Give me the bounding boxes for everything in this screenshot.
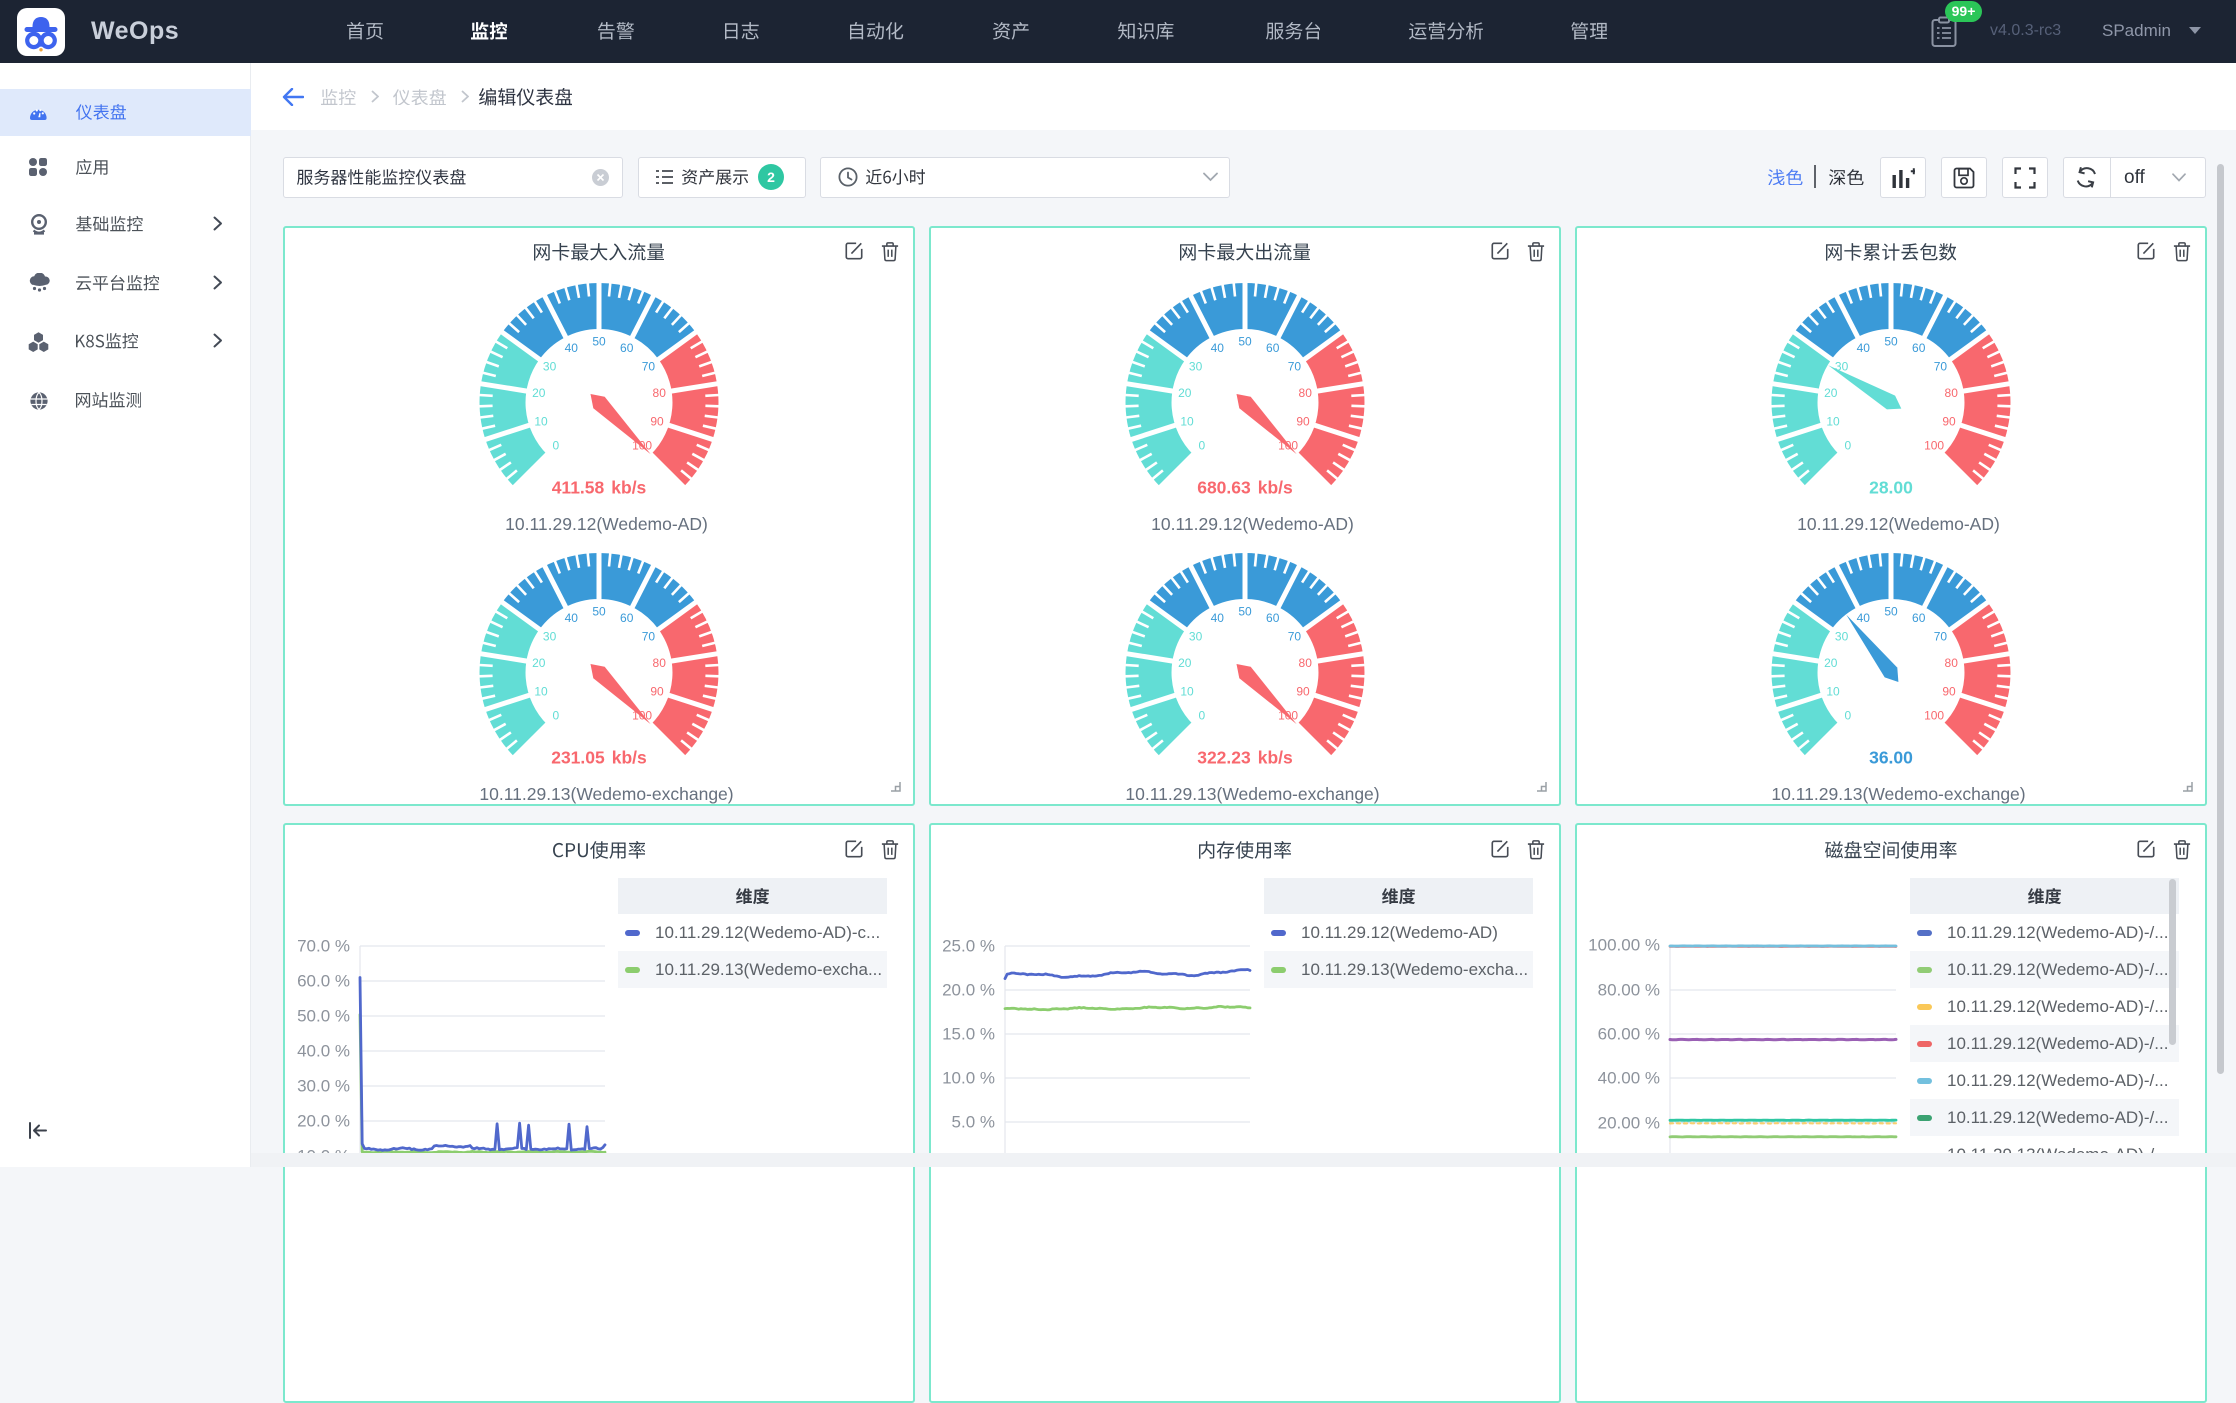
svg-text:50: 50 (592, 605, 606, 619)
svg-text:10.11.29.12(Wedemo-AD): 10.11.29.12(Wedemo-AD) (505, 514, 708, 534)
svg-text:90: 90 (650, 414, 664, 428)
svg-text:70.0 %: 70.0 % (297, 937, 350, 956)
svg-text:40: 40 (1211, 611, 1225, 625)
svg-text:80: 80 (1945, 386, 1959, 400)
svg-text:100: 100 (1924, 439, 1944, 453)
svg-text:90: 90 (1942, 414, 1956, 428)
svg-text:0: 0 (1845, 439, 1852, 453)
svg-text:10: 10 (1180, 684, 1194, 698)
svg-text:90: 90 (1296, 414, 1310, 428)
svg-text:30.0 %: 30.0 % (297, 1077, 350, 1096)
svg-text:50: 50 (1238, 335, 1252, 349)
svg-text:0: 0 (1845, 709, 1852, 723)
svg-text:30: 30 (1835, 630, 1849, 644)
svg-text:10: 10 (1180, 414, 1194, 428)
svg-text:20: 20 (1178, 386, 1192, 400)
svg-text:10: 10 (534, 414, 548, 428)
svg-text:5.0 %: 5.0 % (952, 1113, 995, 1132)
svg-text:70: 70 (642, 630, 656, 644)
svg-text:20: 20 (1178, 656, 1192, 670)
svg-text:40: 40 (565, 611, 579, 625)
svg-text:30: 30 (543, 630, 557, 644)
svg-text:10: 10 (1826, 684, 1840, 698)
svg-text:70: 70 (1934, 630, 1948, 644)
svg-text:10.11.29.13(Wedemo-exchange): 10.11.29.13(Wedemo-exchange) (479, 784, 733, 804)
svg-text:60: 60 (1266, 341, 1280, 355)
svg-text:90: 90 (1942, 684, 1956, 698)
svg-text:90: 90 (650, 684, 664, 698)
svg-text:80: 80 (653, 656, 667, 670)
svg-text:30: 30 (1189, 630, 1203, 644)
svg-text:0: 0 (553, 709, 560, 723)
svg-text:30: 30 (543, 360, 557, 374)
svg-text:100.00 %: 100.00 % (1588, 936, 1660, 955)
svg-text:20: 20 (1824, 656, 1838, 670)
svg-text:80: 80 (1945, 656, 1959, 670)
svg-text:60: 60 (620, 611, 634, 625)
svg-text:28.00: 28.00 (1869, 478, 1913, 498)
svg-text:50.0 %: 50.0 % (297, 1007, 350, 1026)
svg-text:0: 0 (1199, 709, 1206, 723)
svg-text:322.23 kb/s: 322.23 kb/s (1197, 748, 1293, 768)
svg-text:20: 20 (532, 656, 546, 670)
svg-text:40: 40 (1857, 611, 1871, 625)
svg-text:40: 40 (1857, 341, 1871, 355)
svg-text:20: 20 (532, 386, 546, 400)
svg-text:10: 10 (534, 684, 548, 698)
svg-text:20.0 %: 20.0 % (297, 1112, 350, 1131)
svg-text:680.63 kb/s: 680.63 kb/s (1197, 478, 1293, 498)
svg-text:50: 50 (592, 335, 606, 349)
svg-text:70: 70 (642, 360, 656, 374)
svg-text:70: 70 (1288, 630, 1302, 644)
svg-text:60: 60 (1912, 611, 1926, 625)
svg-text:15.0 %: 15.0 % (942, 1025, 995, 1044)
svg-text:60: 60 (620, 341, 634, 355)
svg-text:10.11.29.13(Wedemo-exchange): 10.11.29.13(Wedemo-exchange) (1771, 784, 2025, 804)
svg-text:30: 30 (1189, 360, 1203, 374)
svg-text:10: 10 (1826, 414, 1840, 428)
svg-text:60: 60 (1912, 341, 1926, 355)
svg-text:50: 50 (1884, 335, 1898, 349)
svg-text:0: 0 (1199, 439, 1206, 453)
svg-text:231.05 kb/s: 231.05 kb/s (551, 748, 647, 768)
svg-text:10.11.29.12(Wedemo-AD): 10.11.29.12(Wedemo-AD) (1797, 514, 2000, 534)
svg-text:20.00 %: 20.00 % (1598, 1114, 1660, 1133)
svg-text:20.0 %: 20.0 % (942, 981, 995, 1000)
svg-text:0: 0 (553, 439, 560, 453)
svg-text:40.00 %: 40.00 % (1598, 1069, 1660, 1088)
svg-text:20: 20 (1824, 386, 1838, 400)
svg-text:60: 60 (1266, 611, 1280, 625)
svg-text:10.11.29.13(Wedemo-exchange): 10.11.29.13(Wedemo-exchange) (1125, 784, 1379, 804)
svg-text:10.0 %: 10.0 % (942, 1069, 995, 1088)
svg-text:80.00 %: 80.00 % (1598, 981, 1660, 1000)
svg-text:40: 40 (565, 341, 579, 355)
svg-text:40.0 %: 40.0 % (297, 1042, 350, 1061)
svg-text:50: 50 (1238, 605, 1252, 619)
svg-text:100: 100 (1924, 709, 1944, 723)
svg-text:90: 90 (1296, 684, 1310, 698)
svg-text:50: 50 (1884, 605, 1898, 619)
svg-text:70: 70 (1934, 360, 1948, 374)
svg-text:40: 40 (1211, 341, 1225, 355)
svg-text:60.0 %: 60.0 % (297, 972, 350, 991)
svg-text:80: 80 (1299, 656, 1313, 670)
svg-text:80: 80 (653, 386, 667, 400)
svg-text:10.11.29.12(Wedemo-AD): 10.11.29.12(Wedemo-AD) (1151, 514, 1354, 534)
svg-text:25.0 %: 25.0 % (942, 937, 995, 956)
svg-text:36.00: 36.00 (1869, 748, 1913, 768)
svg-text:80: 80 (1299, 386, 1313, 400)
svg-text:70: 70 (1288, 360, 1302, 374)
svg-text:60.00 %: 60.00 % (1598, 1025, 1660, 1044)
svg-text:411.58 kb/s: 411.58 kb/s (552, 478, 647, 498)
